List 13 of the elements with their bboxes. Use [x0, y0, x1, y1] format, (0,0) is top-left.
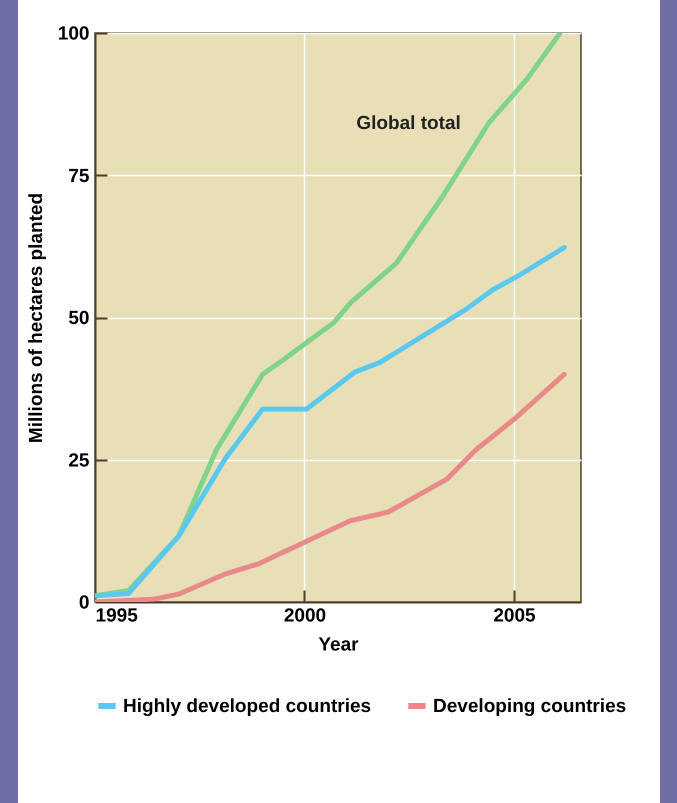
x-tick-label: 2000	[284, 606, 326, 626]
x-axis-title: Year	[318, 634, 360, 656]
y-tick-label: 50	[68, 308, 90, 329]
y-axis-title: Millions of hectares planted	[26, 192, 47, 444]
x-tick-label: 2005	[493, 606, 536, 626]
legend-label: Developing countries	[433, 696, 626, 717]
y-tick-label: 25	[68, 450, 90, 472]
annotation: Global total	[356, 112, 461, 134]
legend-label: Highly developed countries	[123, 696, 372, 717]
y-tick-label: 75	[68, 166, 90, 187]
x-tick-label: 1995	[96, 606, 138, 626]
y-tick-label: 0	[78, 592, 90, 614]
y-tick-label: 100	[58, 24, 90, 44]
